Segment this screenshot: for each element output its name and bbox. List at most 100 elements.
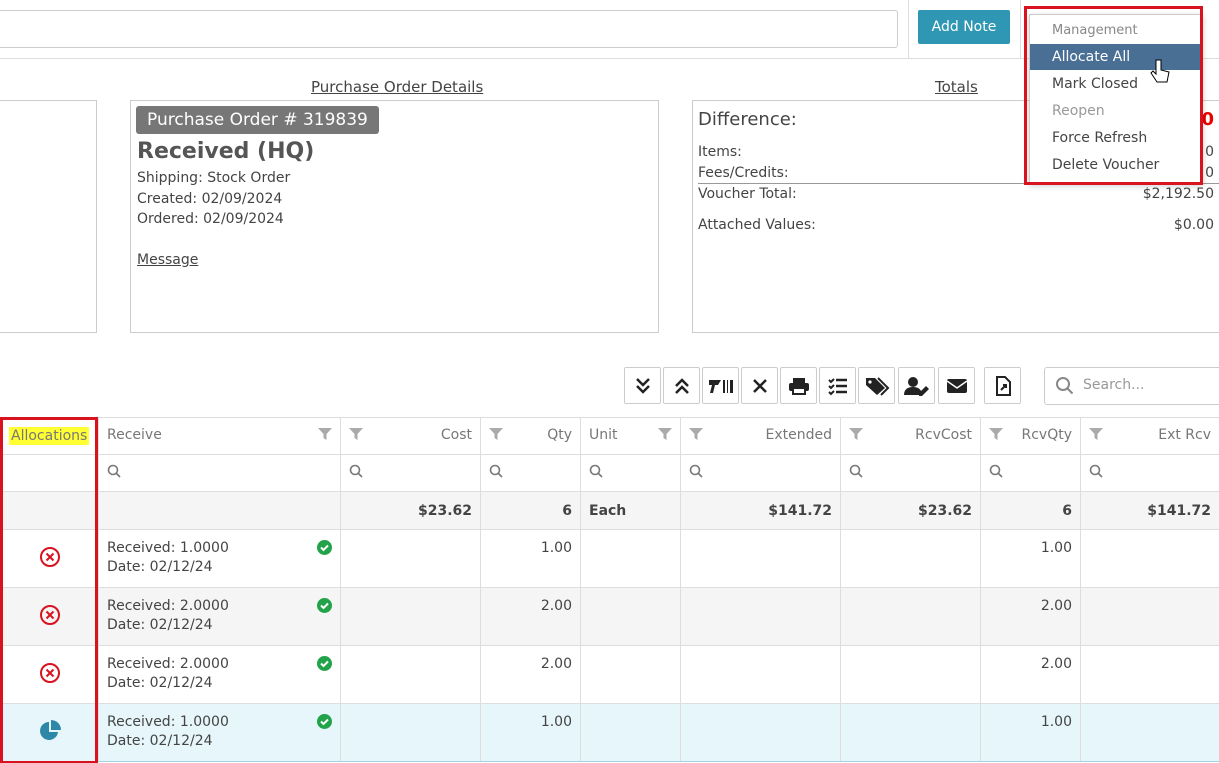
received-check [317, 540, 332, 555]
grid-row[interactable]: Received: 1.0000 Date: 02/12/24 1.00 1.00 [0, 703, 1219, 762]
filter-icon[interactable] [1089, 427, 1103, 441]
filter-icon[interactable] [318, 427, 332, 441]
filter-cell[interactable] [840, 454, 981, 492]
cell [580, 587, 681, 646]
cell [340, 645, 481, 704]
note-input[interactable] [0, 10, 898, 48]
filter-search-icon [1089, 464, 1103, 478]
unallocated-icon[interactable] [39, 604, 61, 626]
filter-cell[interactable] [980, 454, 1081, 492]
summary-cell: 6 [480, 491, 581, 530]
fees-value: 0 [1205, 165, 1214, 181]
header-cell[interactable]: Extended [680, 417, 841, 455]
cell [580, 645, 681, 704]
menu-header: Management [1052, 23, 1138, 38]
cell [1080, 529, 1219, 588]
checklist-button[interactable] [819, 367, 856, 404]
search-box[interactable] [1044, 367, 1219, 405]
header-label: Unit [589, 427, 618, 443]
clear-button[interactable] [741, 367, 778, 404]
receive-text: Received: 1.0000 [107, 714, 229, 730]
menu-item[interactable]: Allocate All [1030, 44, 1202, 70]
export-button[interactable] [984, 367, 1021, 404]
expand-all-button[interactable] [624, 367, 661, 404]
header-cell[interactable]: Allocations [0, 417, 99, 455]
header-cell[interactable]: Qty [480, 417, 581, 455]
cell [580, 529, 681, 588]
allocation-cell [0, 703, 99, 762]
summary-cell: $23.62 [840, 491, 981, 530]
assign-button[interactable] [898, 367, 935, 404]
tags-button[interactable] [858, 367, 895, 404]
cell [680, 645, 841, 704]
voucher-value: $2,192.50 [1142, 186, 1214, 202]
receive-text: Received: 2.0000 [107, 656, 229, 672]
receive-cell: Received: 1.0000 Date: 02/12/24 [98, 703, 341, 762]
header-label: Allocations [9, 427, 90, 445]
menu-item: Reopen [1052, 103, 1105, 119]
receive-cell: Received: 2.0000 Date: 02/12/24 [98, 645, 341, 704]
grid: Allocations Receive Cost Qty Unit Extend… [0, 417, 1219, 762]
attached-label: Attached Values: [698, 217, 816, 233]
header-label: Extended [765, 427, 833, 443]
cell [840, 587, 981, 646]
cell [840, 529, 981, 588]
section-title: Totals [935, 78, 978, 96]
header-cell[interactable]: Cost [340, 417, 481, 455]
scan-button[interactable] [702, 367, 739, 404]
grid-row[interactable]: Received: 1.0000 Date: 02/12/24 1.00 1.00 [0, 529, 1219, 588]
filter-cell[interactable] [98, 454, 341, 492]
allocated-icon[interactable] [38, 719, 62, 743]
section-title: Purchase Order Details [311, 78, 484, 96]
panel [0, 100, 97, 333]
menu-item[interactable]: Mark Closed [1052, 76, 1138, 92]
summary-cell: $141.72 [1080, 491, 1219, 530]
header-cell[interactable]: Unit [580, 417, 681, 455]
unallocated-icon[interactable] [39, 546, 61, 568]
filter-icon[interactable] [349, 427, 363, 441]
header-label: Receive [107, 427, 162, 443]
header-cell[interactable]: RcvCost [840, 417, 981, 455]
email-button[interactable] [938, 367, 975, 404]
grid-row[interactable]: Received: 2.0000 Date: 02/12/24 2.00 2.00 [0, 645, 1219, 704]
filter-icon[interactable] [489, 427, 503, 441]
items-label: Items: [698, 144, 742, 160]
qty-cell: 1.00 [480, 703, 581, 762]
grid-row[interactable]: Received: 2.0000 Date: 02/12/24 2.00 2.00 [0, 587, 1219, 646]
divider [698, 183, 1219, 184]
filter-icon[interactable] [849, 427, 863, 441]
add-note-button[interactable]: Add Note [918, 10, 1010, 44]
filter-icon[interactable] [658, 427, 672, 441]
menu-item[interactable]: Delete Voucher [1052, 157, 1160, 173]
unallocated-icon[interactable] [39, 662, 61, 684]
print-button[interactable] [780, 367, 817, 404]
cursor [1150, 59, 1170, 83]
cell [840, 703, 981, 762]
header-cell[interactable]: RcvQty [980, 417, 1081, 455]
po-created: Created: 02/09/2024 [137, 191, 283, 207]
filter-search-icon [689, 464, 703, 478]
summary-cell: $141.72 [680, 491, 841, 530]
highlight-box [1024, 6, 1203, 185]
filter-cell[interactable] [340, 454, 481, 492]
filter-cell[interactable] [1080, 454, 1219, 492]
cell [680, 703, 841, 762]
header-label: Ext Rcv [1158, 427, 1211, 443]
po-shipping: Shipping: Stock Order [137, 170, 291, 186]
collapse-all-button[interactable] [663, 367, 700, 404]
filter-cell[interactable] [680, 454, 841, 492]
menu-item[interactable]: Force Refresh [1052, 130, 1148, 146]
header-label: Qty [547, 427, 572, 443]
header-cell[interactable]: Ext Rcv [1080, 417, 1219, 455]
allocation-cell [0, 645, 99, 704]
filter-cell[interactable] [480, 454, 581, 492]
filter-icon[interactable] [689, 427, 703, 441]
cell [680, 529, 841, 588]
message-link[interactable]: Message [137, 252, 199, 268]
receive-date: Date: 02/12/24 [107, 617, 213, 633]
filter-search-icon [489, 464, 503, 478]
filter-cell[interactable] [580, 454, 681, 492]
filter-icon[interactable] [989, 427, 1003, 441]
difference-label: Difference: [698, 109, 797, 130]
header-cell[interactable]: Receive [98, 417, 341, 455]
